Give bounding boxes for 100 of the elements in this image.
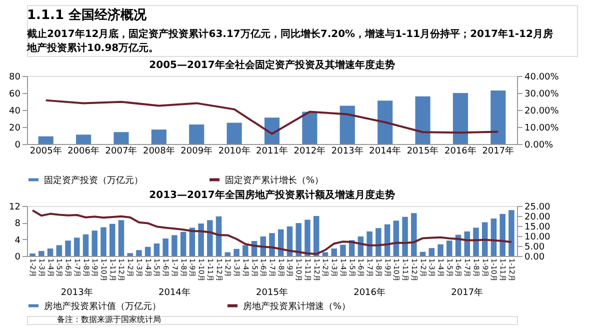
bar [144,246,151,256]
bar [490,90,506,144]
bar [500,214,506,256]
y2-tick-label: 10.00% [524,124,560,134]
x-tick-label: 2014年 [369,146,402,156]
bar [74,238,80,256]
legend-label: 房地产投资累计增速（%） [243,300,351,312]
line-series [32,209,512,255]
bar [65,240,71,256]
text: 2017年 [451,287,484,298]
chart-title: 2013—2017年全国房地产投资累计额及增速月度走势 [149,189,395,201]
y2-tick-label: 5.00 [524,242,545,252]
x-tick-label: 2015年 [406,146,439,156]
bar [269,233,275,256]
bar [340,244,346,256]
x-tick-label: 2017年 [482,146,514,156]
bar [490,218,497,256]
bar [109,224,116,256]
bar [172,235,178,256]
y-tick-label: 8 [14,219,21,230]
bar [154,244,160,256]
bar [127,253,133,256]
y-tick-label: 60 [9,90,21,100]
bar [304,220,310,256]
bar [180,232,186,256]
y-tick-label: 12 [9,202,20,212]
bar [313,216,320,256]
bar [376,228,382,256]
bar [428,248,435,256]
bar [402,216,408,256]
bar [278,229,284,256]
line-series [44,99,500,135]
bar [438,244,444,256]
bar [242,245,248,256]
y-tick-label: 80 [9,72,21,82]
bar [378,100,393,144]
bar [296,223,302,256]
chart-title: 2005—2017年全社会固定资产投资及其增速年度走势 [149,59,395,71]
bar [411,213,417,256]
y2-tick-label: 20.00% [524,106,560,116]
bar [198,224,204,256]
bar [393,220,400,256]
x-tick-label: 2009年 [180,146,213,156]
bar [38,251,44,256]
legend-label: 固定资产累计增长（%） [225,174,324,186]
bar [322,252,328,256]
bar [151,130,166,144]
y-tick-label: 20 [9,124,21,134]
bar [189,124,204,144]
bar [234,248,240,256]
bar [508,210,514,256]
bar [331,248,337,256]
bar [136,250,142,256]
bar [452,93,468,144]
y2-tick-label: 0.00% [524,140,554,150]
bar [415,96,430,144]
legend-label: 房地产投资累计值（万亿元） [44,300,161,312]
y-tick-label: 0 [14,252,21,262]
bar [100,227,106,256]
x-tick-label: 2016年 [444,146,476,156]
text: 2016年 [354,287,386,298]
y2-tick-label: 25.00 [524,202,551,212]
bar [47,248,54,256]
y2-tick-label: 30.00% [524,90,560,100]
bar [226,122,242,144]
y2-tick-label: 0.00 [524,252,545,262]
text: 备注：数据来源于国家统计局 [57,315,161,324]
bar [92,230,98,256]
y-tick-label: 40 [9,106,21,116]
bar [302,112,318,144]
bar [264,118,280,144]
y-tick-label: 0 [14,140,21,150]
x-tick-label: 2010年 [218,146,250,156]
y-tick-label: 4 [14,236,21,246]
x-tick-label: 2008年 [142,146,175,156]
x-tick-label: 2007年 [105,146,138,156]
bar [38,136,54,144]
bar [76,134,92,144]
y2-tick-label: 15.00 [524,222,551,232]
bar [216,216,222,256]
x-tick-label: 2012年 [294,146,326,156]
y2-tick-label: 20.00 [524,212,551,222]
bar [224,252,231,256]
legend-label: 固定资产投资（万亿元） [44,174,143,186]
y2-tick-label: 10.00 [524,232,551,242]
bar [162,238,168,256]
text: 2013年 [60,287,93,298]
bar [56,245,62,256]
bar [118,220,124,256]
x-tick-label: 2013年 [331,146,364,156]
bar [340,106,355,144]
text: 截止2017年12月底，固定资产投资累计63.17万亿元，同比增长7.20%，增速与1-11月份持平；2017年1-12月房地产投资累计10.98万亿元。 [26,28,553,54]
x-tick-label: 2005年 [30,146,62,156]
x-tick-label: 2011年 [256,146,288,156]
bar [473,228,479,256]
text: 2014年 [158,287,190,298]
x-tick-label: 2006年 [68,146,100,156]
bar [82,234,89,256]
bar [446,240,452,256]
text: 2015年 [256,287,288,298]
